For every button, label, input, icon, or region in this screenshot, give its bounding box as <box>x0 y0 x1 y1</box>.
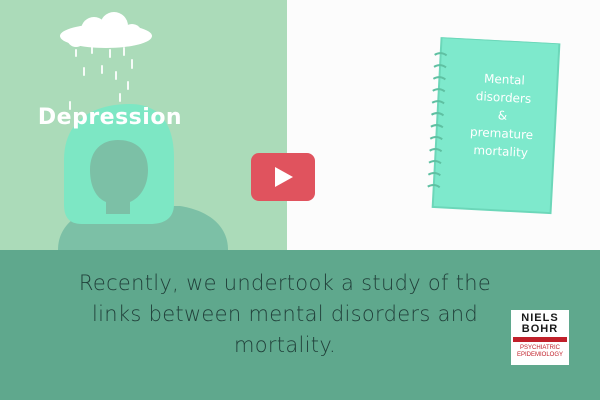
logo-divider <box>513 337 567 342</box>
depression-label: Depression <box>37 105 183 130</box>
logo-line1: NIELS <box>521 312 559 324</box>
play-icon <box>275 167 293 187</box>
notebook-icon <box>427 36 561 215</box>
rain-icon <box>69 46 133 110</box>
logo-wordmark: NIELS BOHR <box>513 313 567 335</box>
play-button[interactable] <box>251 153 315 201</box>
depression-scene: Depression <box>0 0 287 250</box>
logo-subtitle: PSYCHIATRIC EPIDEMIOLOGY <box>516 345 563 358</box>
notebook-illustration: Mental disorders & premature mortality <box>425 36 562 215</box>
cloud-icon <box>60 12 152 48</box>
caption-band <box>0 250 600 400</box>
logo-line2: BOHR <box>521 323 559 335</box>
notebook-title: Mental disorders & premature mortality <box>469 71 534 160</box>
person-silhouette <box>58 104 228 250</box>
niels-bohr-logo: NIELS BOHR PSYCHIATRIC EPIDEMIOLOGY <box>511 310 569 365</box>
video-caption: Recently, we undertook a study of the li… <box>78 271 492 357</box>
